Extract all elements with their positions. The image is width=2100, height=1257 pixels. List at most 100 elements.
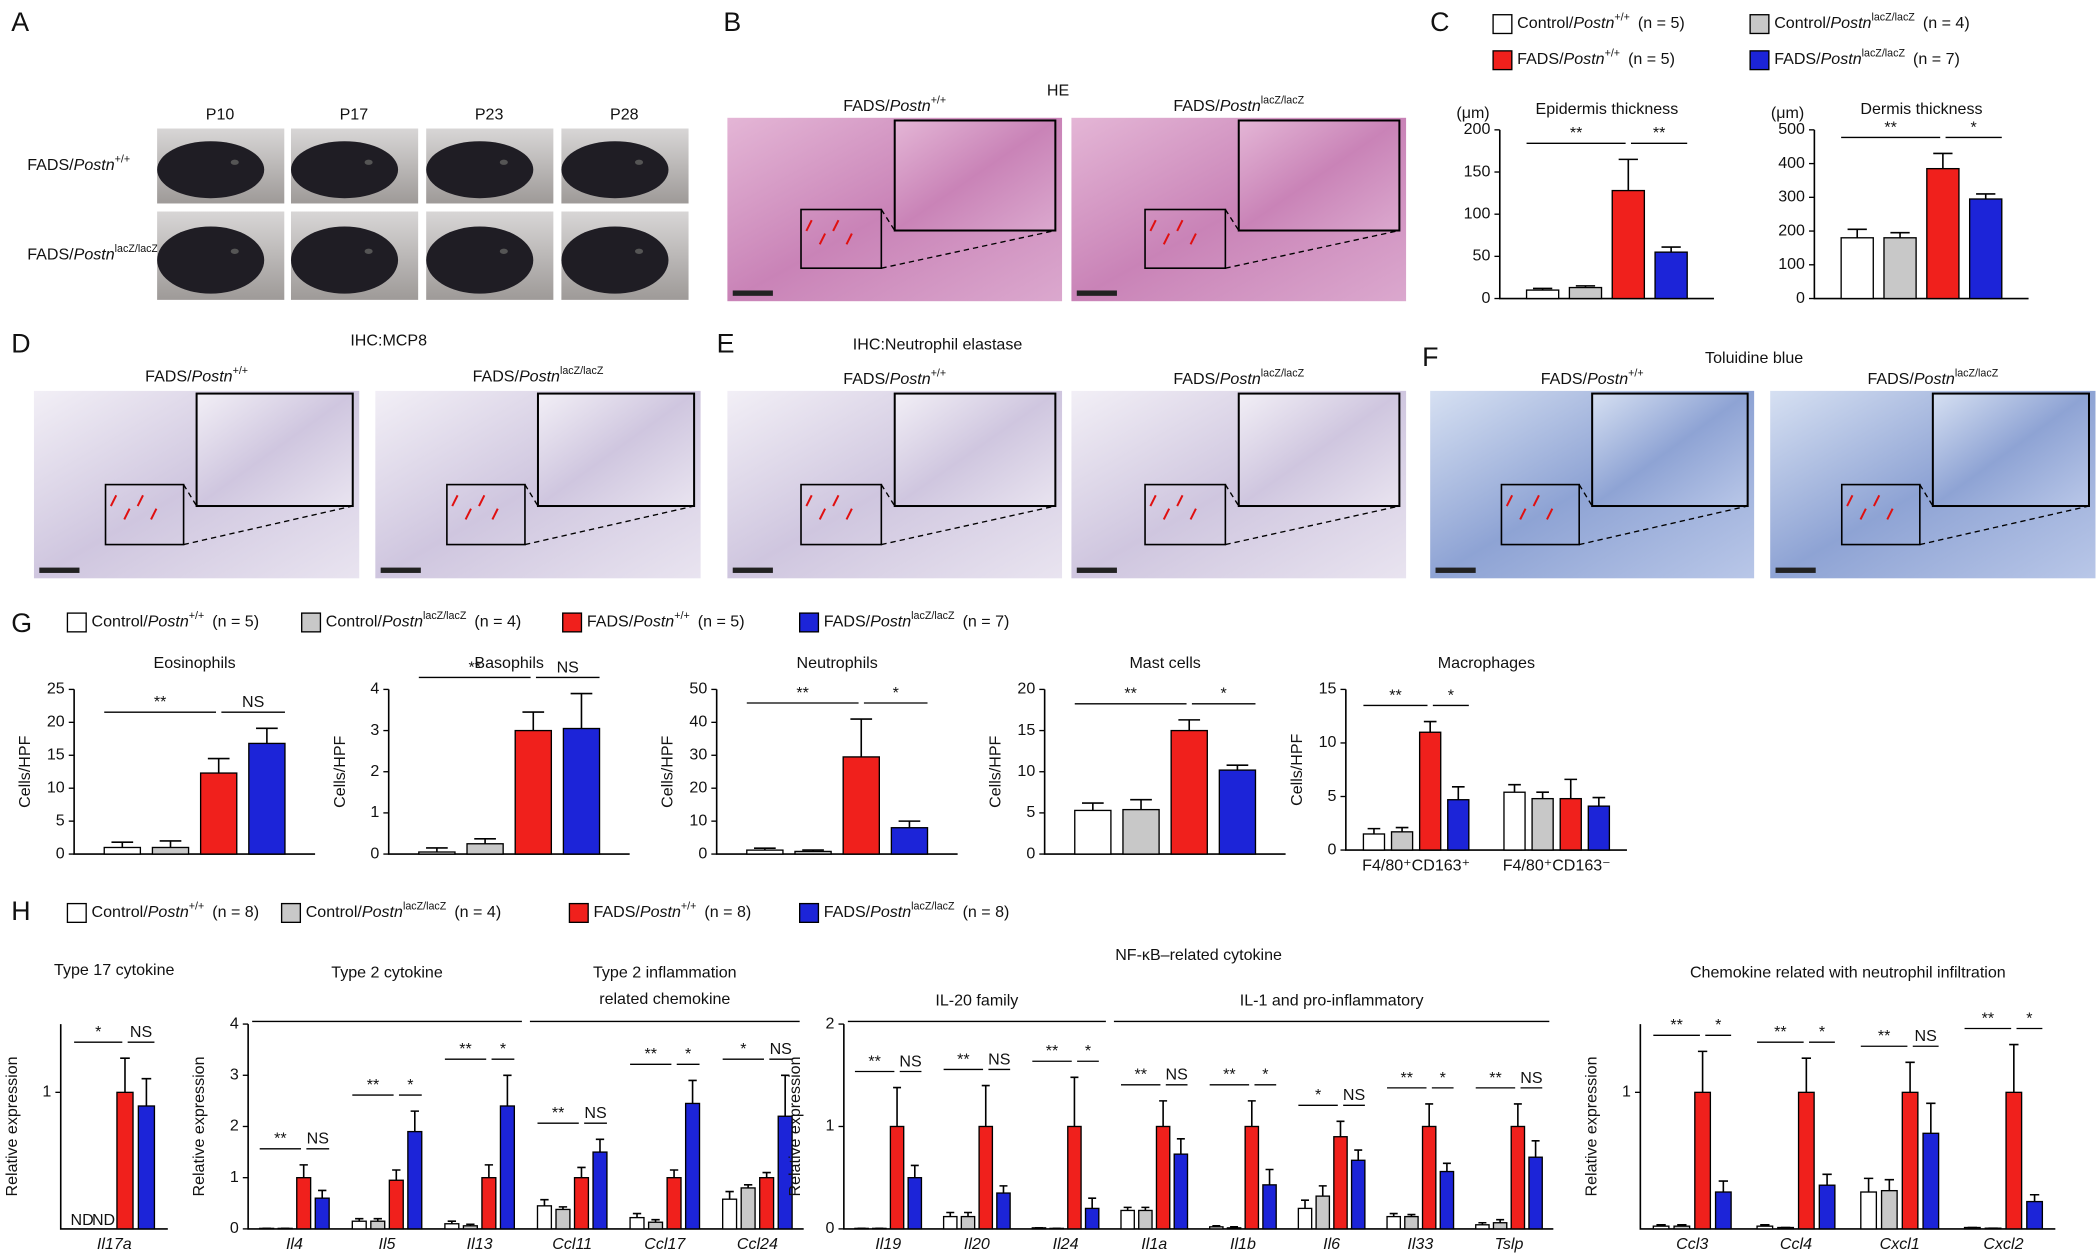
bar (1138, 1209, 1153, 1230)
bar (666, 1177, 682, 1230)
y-tick-label: 150 (1464, 162, 1491, 180)
significance-label: * (407, 1076, 413, 1094)
error-bar (392, 1169, 401, 1181)
value-label: ND (92, 1211, 115, 1229)
legend-swatch (66, 902, 87, 924)
gene-name: Postn (1587, 370, 1628, 388)
bar (740, 1187, 756, 1230)
significance-label: ** (274, 1130, 287, 1148)
error-bar (1141, 1206, 1150, 1211)
genotype-lead: FADS/ (824, 613, 871, 631)
axis-line (247, 1024, 804, 1230)
genotype-lead: Control/ (92, 613, 149, 631)
arrow (818, 233, 827, 245)
timepoint-label: P28 (610, 105, 639, 123)
error-bar (111, 841, 134, 848)
x-tick-label: Il13 (467, 1235, 493, 1253)
group-size: (n = 4) (474, 613, 521, 631)
error-bar (1367, 827, 1381, 834)
error-bar (1531, 1140, 1540, 1158)
genotype-superscript: lacZ/lacZ (1871, 11, 1915, 23)
y-axis-label: Relative expression (1582, 1056, 1600, 1196)
error-bar (632, 1212, 642, 1218)
arrow (1189, 508, 1197, 520)
y-tick-label: 500 (1778, 120, 1805, 138)
y-tick-label: 15 (47, 746, 65, 764)
gene-name: Postn (74, 156, 115, 174)
inset-box (800, 483, 883, 546)
significance-label: NS (1166, 1066, 1188, 1084)
error-bar (1677, 1223, 1687, 1227)
significance-label: NS (130, 1023, 152, 1041)
genotype-label: Control/Postn+/+ (n = 5) (92, 610, 260, 631)
zoom-guide (880, 484, 896, 507)
bar (1170, 729, 1208, 855)
genotype-lead: FADS/ (1774, 50, 1821, 68)
bar (890, 827, 929, 855)
gene-name: Postn (362, 903, 403, 921)
panel-letter: C (1430, 7, 1449, 37)
error-bar (754, 847, 776, 851)
y-axis-label: Relative expression (190, 1056, 208, 1196)
error-bar (898, 820, 921, 828)
error-bar (1933, 152, 1953, 169)
error-bar (1425, 1103, 1434, 1127)
genotype-lead: FADS/ (594, 903, 641, 921)
genotype-label: FADS/Postn+/+ (n = 5) (587, 610, 745, 631)
x-tick-label: Il19 (875, 1235, 901, 1253)
bar (1611, 189, 1646, 300)
significance-label: ** (644, 1045, 657, 1063)
error-bar (1318, 1185, 1327, 1197)
gene-name: Postn (1573, 14, 1614, 32)
error-bar (762, 1171, 771, 1178)
y-tick-label: 1 (1622, 1083, 1631, 1101)
arrow (451, 494, 459, 507)
y-axis-label: Relative expression (3, 1056, 21, 1196)
y-tick-label: 0 (826, 1219, 835, 1237)
y-tick-label: 200 (1778, 221, 1805, 239)
scale-bar (39, 567, 80, 573)
genotype-lead: Control/ (1517, 14, 1574, 32)
arrow (136, 494, 144, 507)
error-bar (466, 1223, 475, 1226)
bar (647, 1221, 664, 1230)
mouse-head (290, 141, 399, 199)
genotype-superscript: +/+ (189, 900, 204, 912)
y-axis-label: Cells/HPF (659, 735, 677, 807)
y-tick-label: 0 (1026, 844, 1035, 862)
group-size: (n = 8) (704, 903, 751, 921)
arrow (1532, 494, 1540, 507)
error-bar (558, 1206, 568, 1210)
bar (1818, 1184, 1836, 1230)
mouse-eye (635, 248, 644, 254)
error-bar (2029, 1193, 2040, 1202)
gene-name: Postn (148, 613, 189, 631)
error-bar (1822, 1173, 1832, 1186)
significance-label: NS (988, 1050, 1010, 1068)
error-bar (669, 1169, 679, 1178)
x-tick-label: Il6 (1323, 1235, 1340, 1253)
bar (562, 727, 601, 855)
legend-swatch (66, 612, 87, 633)
error-bar (1123, 1206, 1132, 1211)
bar (1418, 731, 1442, 851)
significance-label: ** (1134, 1066, 1147, 1084)
group-size: (n = 4) (1923, 14, 1970, 32)
significance-label: NS (242, 693, 264, 711)
bar (2026, 1200, 2044, 1230)
genotype-lead: FADS/ (824, 903, 871, 921)
error-bar (207, 757, 230, 774)
significance-label: ** (367, 1076, 380, 1094)
error-bar (802, 849, 824, 852)
error-bar (910, 1164, 919, 1178)
error-bar (651, 1218, 660, 1223)
mouse-head (426, 226, 534, 294)
y-tick-label: 3 (370, 721, 379, 739)
arrow (1505, 494, 1514, 507)
inset-zoom (1591, 392, 1749, 508)
inset-box (104, 483, 185, 546)
mouse-eye (364, 248, 373, 254)
genotype-superscript: +/+ (233, 365, 248, 377)
genotype-lead: FADS/ (145, 368, 192, 386)
error-bar (688, 1079, 697, 1104)
